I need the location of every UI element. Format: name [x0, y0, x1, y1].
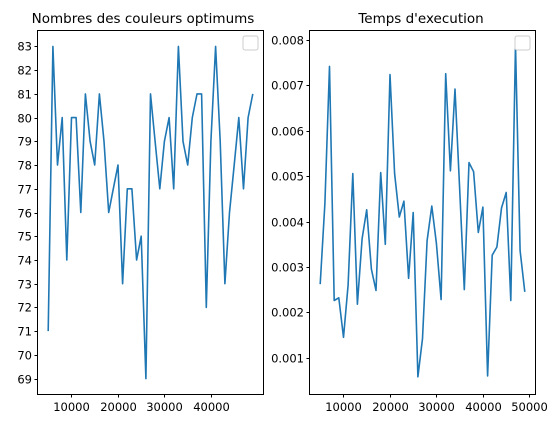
left-x-tick-label: 30000	[146, 400, 183, 414]
left-chart: Nombres des couleurs optimums 69 70 71 72 73…	[17, 11, 264, 414]
left-y-tick-label: 74	[17, 254, 32, 268]
left-y-tick-label: 70	[17, 349, 32, 363]
left-y-tick-label: 82	[17, 64, 32, 78]
left-y-tick-label: 77	[17, 183, 32, 197]
left-x-axis: 10000 20000 30000 40000	[53, 394, 230, 414]
right-x-tick-label: 20000	[372, 400, 409, 414]
right-y-tick-label: 0.002	[271, 306, 304, 320]
right-axes-frame	[309, 30, 536, 395]
right-y-tick-label: 0.004	[271, 216, 304, 230]
left-y-tick-label: 81	[17, 88, 32, 102]
right-chart: Temps d'execution 0.0010.0020.0030.0040.…	[271, 11, 548, 414]
left-y-tick-label: 79	[17, 135, 32, 149]
left-series-line	[47, 45, 254, 380]
left-y-tick-label: 83	[17, 40, 32, 54]
right-plot-area	[319, 43, 526, 378]
left-x-tick-label: 20000	[100, 400, 137, 414]
right-y-tick-label: 0.001	[271, 352, 304, 366]
right-series-line	[319, 43, 526, 378]
right-y-tick-label: 0.007	[271, 79, 304, 93]
right-legend-box	[514, 35, 531, 51]
left-legend-box	[242, 35, 259, 51]
left-y-tick-label: 69	[17, 373, 32, 387]
left-y-axis: 69 70 71 72 73 74 75 76 77 78 79 80 81 82 83	[17, 40, 38, 387]
right-y-tick-label: 0.006	[271, 125, 304, 139]
right-y-tick-label: 0.008	[271, 34, 304, 48]
right-y-tick-label: 0.003	[271, 261, 304, 275]
left-axes-frame	[37, 30, 264, 395]
left-y-tick-label: 75	[17, 230, 32, 244]
left-x-tick-label: 40000	[193, 400, 230, 414]
left-y-tick-label: 76	[17, 207, 32, 221]
left-chart-title: Nombres des couleurs optimums	[32, 11, 255, 27]
left-y-tick-label: 71	[17, 325, 32, 339]
left-x-tick-label: 10000	[53, 400, 90, 414]
left-y-tick-label: 72	[17, 301, 32, 315]
left-plot-area	[47, 45, 254, 380]
left-y-tick-label: 78	[17, 159, 32, 173]
right-y-tick-label: 0.005	[271, 170, 304, 184]
right-x-tick-label: 50000	[511, 400, 548, 414]
right-x-tick-label: 30000	[418, 400, 455, 414]
right-x-axis: 10000 20000 30000 40000 50000	[325, 394, 548, 414]
right-x-tick-label: 10000	[325, 400, 362, 414]
right-y-axis: 0.001 0.002 0.003 0.004 0.005 0.006 0.007 0.008	[271, 34, 310, 366]
left-y-tick-label: 73	[17, 278, 32, 292]
right-x-tick-label: 40000	[465, 400, 502, 414]
right-chart-title: Temps d'execution	[357, 11, 483, 27]
left-y-tick-label: 80	[17, 112, 32, 126]
